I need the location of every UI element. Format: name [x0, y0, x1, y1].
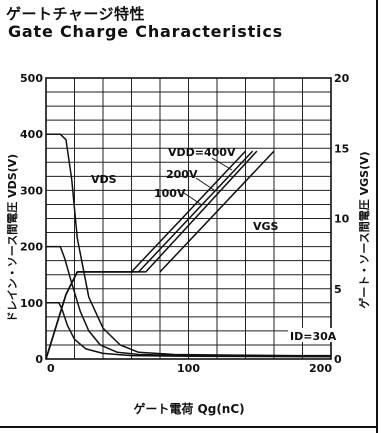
vdd-100-label: 100V — [154, 187, 186, 200]
vdd-400-leader — [211, 157, 233, 171]
series-line-vgs-5 — [45, 150, 247, 360]
x-tick-label: 200 — [309, 362, 332, 375]
plot-frame — [45, 77, 332, 360]
vdd-400-label: VDD=400V — [168, 146, 236, 159]
y-left-tick-label: 0 — [35, 353, 43, 366]
chart-title-jp: ゲートチャージ特性 — [6, 5, 146, 23]
page-border-bottom — [0, 426, 378, 428]
x-axis-title: ゲート電荷 Qg(nC) — [133, 401, 244, 416]
condition-label: ID=30A — [290, 330, 337, 343]
y-axis-right-title: ゲート・ソース間電圧 VGS(V) — [357, 151, 371, 308]
y-right-tick-label: 10 — [334, 213, 350, 226]
series-line-vds-1 — [46, 245, 332, 357]
y-left-tick-label: 300 — [20, 184, 43, 197]
y-left-tick-label: 500 — [20, 72, 43, 85]
y-right-tick-label: 15 — [334, 142, 349, 155]
y-left-tick-label: 200 — [20, 241, 43, 254]
y-left-tick-label: 400 — [20, 128, 43, 141]
series-line-vds-2 — [46, 302, 332, 358]
y-right-tick-label: 20 — [334, 72, 350, 85]
vdd-200-leader — [195, 177, 215, 191]
y-left-tick-label: 100 — [20, 297, 43, 310]
chart-title-en: Gate Charge Characteristics — [8, 22, 283, 41]
y-right-tick-label: 0 — [334, 353, 342, 366]
vds-label: VDS — [91, 173, 117, 186]
series-layer — [45, 133, 332, 360]
condition-bg — [288, 328, 332, 342]
vgs-label: VGS — [253, 220, 279, 233]
vdd-200-label: 200V — [166, 168, 198, 181]
x-tick-label: 100 — [177, 362, 200, 375]
y-axis-left-title: ドレイン・ソース間電圧 VDS(V) — [6, 154, 19, 322]
x-tick-label: 0 — [47, 362, 55, 375]
page-border-right — [376, 0, 378, 433]
vdd-100-leader — [183, 192, 203, 206]
y-right-tick-label: 5 — [334, 283, 342, 296]
grid-layer — [46, 78, 331, 359]
series-line-vgs-6 — [159, 150, 275, 273]
